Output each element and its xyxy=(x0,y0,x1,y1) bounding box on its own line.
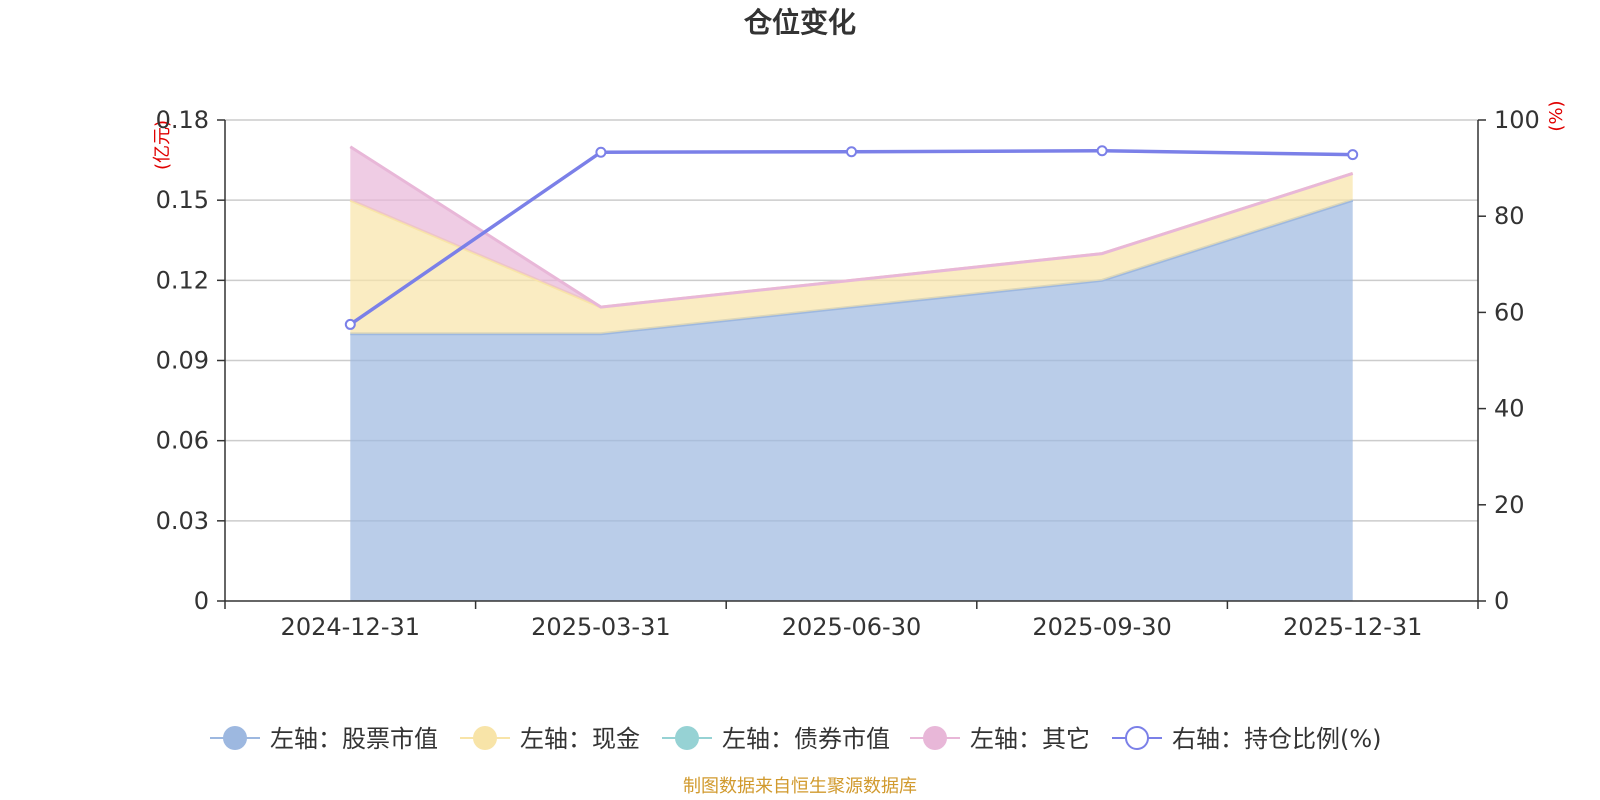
right-tick-label: 0 xyxy=(1494,587,1509,615)
area-series-top-line-3 xyxy=(349,145,1354,309)
left-tick-label: 0.06 xyxy=(156,427,209,455)
right-axis-unit: (%) xyxy=(1546,100,1567,131)
legend-marker xyxy=(675,726,699,750)
legend-marker xyxy=(473,726,497,750)
holding-ratio-point xyxy=(1347,149,1359,161)
legend-marker xyxy=(1125,726,1149,750)
legend-item: 左轴：现金 xyxy=(460,725,640,753)
legend-marker xyxy=(223,726,247,750)
legend-label: 左轴：其它 xyxy=(970,725,1090,753)
x-tick-label: 2025-03-31 xyxy=(531,613,670,641)
right-tick-label: 60 xyxy=(1494,298,1525,326)
x-tick-label: 2025-06-30 xyxy=(782,613,921,641)
right-tick-label: 80 xyxy=(1494,202,1525,230)
legend-item: 左轴：其它 xyxy=(910,725,1090,753)
holding-ratio-point xyxy=(846,146,857,158)
left-tick-label: 0 xyxy=(194,587,209,615)
legend-item: 左轴：股票市值 xyxy=(210,725,438,753)
left-tick-label: 0.03 xyxy=(156,507,209,535)
holding-ratio-point xyxy=(344,318,356,330)
x-tick-label: 2025-12-31 xyxy=(1283,613,1422,641)
legend-label: 左轴：债券市值 xyxy=(722,725,890,753)
legend-label: 左轴：现金 xyxy=(520,725,640,753)
source-note: 制图数据来自恒生聚源数据库 xyxy=(683,776,917,797)
area-series-1 xyxy=(350,173,1353,334)
left-axis-unit: (亿元) xyxy=(152,120,173,170)
left-tick-label: 0.18 xyxy=(156,106,209,134)
left-tick-label: 0.09 xyxy=(156,347,209,375)
chart-title: 仓位变化 xyxy=(744,6,856,39)
left-tick-label: 0.15 xyxy=(156,186,209,214)
area-series-0 xyxy=(350,200,1353,601)
x-tick-label: 2025-09-30 xyxy=(1032,613,1171,641)
right-tick-label: 40 xyxy=(1494,395,1525,423)
legend-marker xyxy=(923,726,947,750)
legend-item: 右轴：持仓比例(%) xyxy=(1112,725,1382,753)
legend-label: 左轴：股票市值 xyxy=(270,725,438,753)
legend-item: 左轴：债券市值 xyxy=(662,725,890,753)
holding-ratio-point xyxy=(1096,145,1108,157)
right-tick-label: 20 xyxy=(1494,491,1525,519)
x-tick-label: 2024-12-31 xyxy=(281,613,420,641)
right-tick-label: 100 xyxy=(1494,106,1540,134)
holding-ratio-point xyxy=(595,146,607,158)
left-tick-label: 0.12 xyxy=(156,266,209,294)
legend-label: 右轴：持仓比例(%) xyxy=(1172,725,1382,753)
